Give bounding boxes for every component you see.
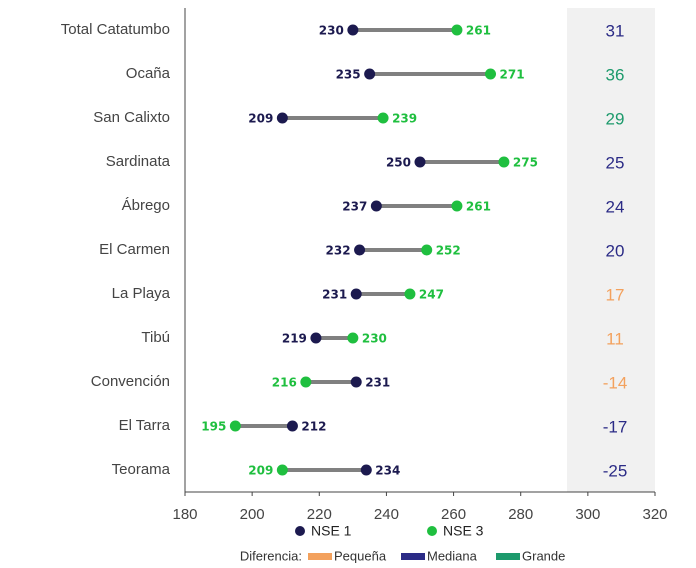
x-tick-label: 320 <box>642 506 667 523</box>
dot <box>498 156 510 168</box>
legend-label: Pequeña <box>334 548 387 563</box>
category-label: Teorama <box>112 461 171 478</box>
dot <box>404 288 416 300</box>
difference: -25 <box>603 461 628 480</box>
value-label: 237 <box>342 200 367 214</box>
value-label: 275 <box>513 156 538 170</box>
dot <box>377 112 389 124</box>
x-tick-label: 260 <box>441 506 466 523</box>
dot <box>421 244 433 256</box>
dot <box>360 464 372 476</box>
difference: 36 <box>606 65 625 84</box>
value-label: 234 <box>375 464 400 478</box>
dot <box>300 376 312 388</box>
category-label: El Tarra <box>119 417 171 434</box>
value-label: 232 <box>326 244 351 258</box>
category-label: La Playa <box>112 285 171 302</box>
category-label: Sardinata <box>106 153 171 170</box>
dot <box>354 244 366 256</box>
dot <box>350 376 362 388</box>
category-label: Total Catatumbo <box>61 21 170 38</box>
value-label: 250 <box>386 156 411 170</box>
legend-label: NSE 1 <box>311 523 352 539</box>
value-label: 216 <box>272 376 297 390</box>
dot <box>350 288 362 300</box>
value-label: 219 <box>282 332 307 346</box>
dot <box>414 156 426 168</box>
dot <box>286 420 298 432</box>
category-label: Ocaña <box>126 65 171 82</box>
value-label: 239 <box>392 112 417 126</box>
x-tick-label: 220 <box>307 506 332 523</box>
x-tick-label: 180 <box>172 506 197 523</box>
legend-swatch <box>308 553 332 560</box>
dot <box>310 332 322 344</box>
dot <box>276 112 288 124</box>
legend-marker <box>295 526 305 536</box>
category-label: El Carmen <box>99 241 170 258</box>
legend-label: NSE 3 <box>443 523 484 539</box>
legend-swatch <box>401 553 425 560</box>
legend-label: Grande <box>522 548 565 563</box>
value-label: 212 <box>301 420 326 434</box>
value-label: 261 <box>466 200 491 214</box>
value-label: 271 <box>500 68 525 82</box>
dot <box>485 68 496 80</box>
difference-panel <box>567 8 655 492</box>
difference: 24 <box>606 197 625 216</box>
value-label: 209 <box>248 464 273 478</box>
value-label: 231 <box>365 376 390 390</box>
category-label: Tibú <box>141 329 170 346</box>
legend-title: Diferencia: <box>240 548 302 563</box>
difference: 31 <box>606 21 625 40</box>
value-label: 230 <box>319 24 344 38</box>
category-label: Convención <box>91 373 170 390</box>
value-label: 247 <box>419 288 444 302</box>
x-tick-label: 280 <box>508 506 533 523</box>
value-label: 252 <box>436 244 461 258</box>
difference: 29 <box>606 109 625 128</box>
legend-marker <box>427 526 437 536</box>
dot <box>229 420 241 432</box>
difference: 20 <box>606 241 625 260</box>
dot <box>347 24 359 36</box>
legend-swatch <box>496 553 520 560</box>
value-label: 235 <box>336 68 361 82</box>
x-tick-label: 200 <box>240 506 265 523</box>
x-tick-label: 240 <box>374 506 399 523</box>
category-label: Ábrego <box>122 197 170 214</box>
x-tick-label: 300 <box>575 506 600 523</box>
category-label: San Calixto <box>93 109 170 126</box>
value-label: 209 <box>248 112 273 126</box>
dot <box>276 464 288 476</box>
difference: 25 <box>606 153 625 172</box>
value-label: 231 <box>322 288 347 302</box>
dot <box>451 200 463 212</box>
dot <box>451 24 463 36</box>
dot <box>347 332 359 344</box>
dot <box>370 200 382 212</box>
legend-label: Mediana <box>427 548 478 563</box>
value-label: 195 <box>201 420 226 434</box>
difference: 11 <box>606 329 624 348</box>
difference: 17 <box>606 285 625 304</box>
dot <box>364 68 376 80</box>
value-label: 261 <box>466 24 491 38</box>
value-label: 230 <box>362 332 387 346</box>
difference: -14 <box>603 373 628 392</box>
difference: -17 <box>603 417 628 436</box>
